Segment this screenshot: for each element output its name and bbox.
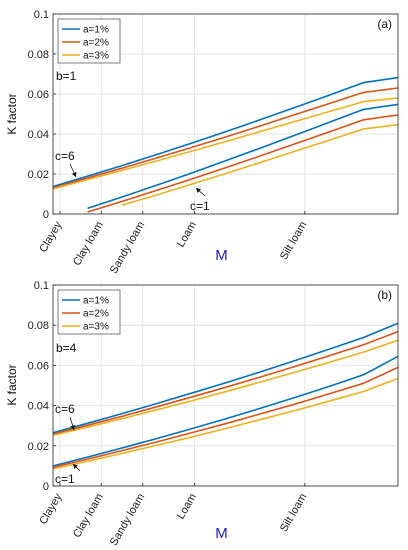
annotation-arrow-head: [196, 188, 202, 193]
annotation-c6: c=6: [55, 402, 75, 416]
legend: a=1% a=2% a=3%: [57, 289, 121, 335]
series-line-a1-c6: [53, 322, 398, 434]
series-group: [53, 322, 398, 470]
x-axis-label: M: [215, 525, 228, 542]
x-tick-label: Loam: [175, 220, 199, 250]
y-tick-label: 0: [43, 209, 49, 221]
x-tick-label: Sandy loam: [108, 492, 147, 548]
series-line-a1-c6: [53, 76, 398, 188]
series-line-a2-c1: [87, 114, 398, 213]
annotation-arrow-head: [70, 424, 76, 430]
x-tick-label: Clayey: [37, 491, 64, 527]
series-line-a3-c6: [53, 339, 398, 437]
y-tick-label: 0.1: [34, 9, 49, 21]
series-line-a1-c1: [53, 355, 398, 467]
y-tick-label: 0.04: [28, 401, 49, 413]
x-tick-label: Sandy loam: [108, 220, 147, 276]
y-tick-label: 0.08: [28, 320, 49, 332]
legend-entry: a=1%: [83, 296, 109, 307]
x-tick-label: Silt loam: [278, 220, 309, 263]
y-tick-label: 0.02: [28, 169, 49, 181]
y-tick-label: 0.1: [34, 280, 49, 292]
x-axis-label: M: [215, 247, 228, 264]
legend-entry: a=3%: [83, 322, 109, 333]
x-tick-label: Clay loam: [71, 220, 106, 268]
x-tick-label: Clayey: [37, 219, 64, 255]
annotation-c6: c=6: [55, 149, 75, 163]
annotation-c1: c=1: [190, 199, 210, 213]
legend-entry: a=2%: [83, 38, 109, 49]
series-line-a1-c1: [87, 103, 398, 210]
annotation-b1: b=1: [56, 69, 77, 83]
chart-panel-b: 0 0.02 0.04 0.06 0.08 0.1 Clayey Clay loam Sandy…: [5, 280, 399, 548]
axes-box: [52, 13, 399, 215]
series-line-a3-c1: [121, 123, 398, 206]
series-line-a2-c6: [53, 330, 398, 435]
x-tick-label: Silt loam: [278, 492, 309, 535]
panel-label: (b): [377, 288, 392, 302]
x-tick-label: Clay loam: [71, 492, 106, 540]
legend-entry: a=1%: [83, 25, 109, 36]
annotation-arrow-head: [71, 171, 77, 177]
legend-entry: a=3%: [83, 51, 109, 62]
y-tick-label: 0.06: [28, 360, 49, 372]
y-axis-label: K factor: [5, 364, 19, 405]
y-axis-label: K factor: [5, 93, 19, 134]
x-tick-label: Loam: [175, 492, 199, 522]
legend: a=1% a=2% a=3%: [57, 18, 121, 64]
y-tick-label: 0.02: [28, 441, 49, 453]
annotation-arrow-head: [73, 464, 78, 469]
legend-entry: a=2%: [83, 309, 109, 320]
y-tick-label: 0.04: [28, 129, 49, 141]
y-tick-label: 0: [43, 481, 49, 493]
annotation-b4: b=4: [56, 341, 77, 355]
y-tick-label: 0.08: [28, 49, 49, 61]
series-line-a3-c6: [53, 97, 398, 190]
series-line-a3-c1: [53, 377, 398, 470]
panel-label: (a): [377, 17, 392, 31]
series-group: [53, 76, 398, 213]
series-line-a2-c6: [53, 87, 398, 189]
chart-panel-a: 0 0.02 0.04 0.06 0.08 0.1 Clayey Clay loam Sandy…: [5, 9, 399, 276]
series-line-a2-c1: [53, 366, 398, 469]
annotation-c1: c=1: [55, 472, 75, 486]
axes-box: [52, 284, 399, 487]
y-tick-label: 0.06: [28, 89, 49, 101]
